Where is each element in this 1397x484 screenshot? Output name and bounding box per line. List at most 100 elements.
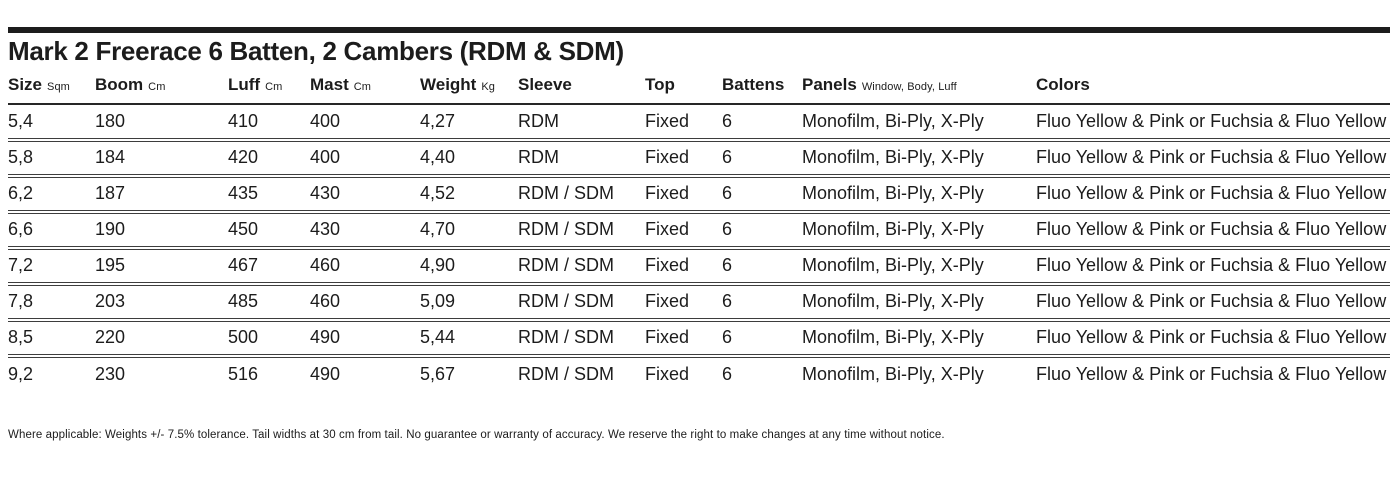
table-cell: 430 <box>310 175 420 214</box>
table-cell: RDM <box>518 103 645 142</box>
table-cell: 6 <box>722 283 802 322</box>
table-cell: 8,5 <box>8 319 95 358</box>
column-header-panels: Panels Window, Body, Luff <box>802 65 1036 105</box>
table-cell: 6,2 <box>8 175 95 214</box>
table-cell: Fluo Yellow & Pink or Fuchsia & Fluo Yel… <box>1036 319 1390 358</box>
column-label: Battens <box>722 74 785 94</box>
table-row: 5,8 184 420 400 4,40 RDM Fixed 6 Monofilm, Bi-Pl… <box>8 139 1390 178</box>
table-cell: 6,6 <box>8 211 95 250</box>
table-cell: Monofilm, Bi-Ply, X-Ply <box>802 139 1036 178</box>
table-cell: 435 <box>228 175 310 214</box>
column-label: Top <box>645 74 675 94</box>
table-cell: Monofilm, Bi-Ply, X-Ply <box>802 211 1036 250</box>
table-row: 6,6 190 450 430 4,70 RDM / SDM Fixed 6 Monofilm,… <box>8 211 1390 250</box>
column-header-mast: Mast Cm <box>310 65 420 105</box>
column-unit: Cm <box>148 80 166 93</box>
table-cell: 203 <box>95 283 228 322</box>
column-label: Weight <box>420 74 477 94</box>
table-cell: Monofilm, Bi-Ply, X-Ply <box>802 283 1036 322</box>
table-cell: 4,52 <box>420 175 518 214</box>
column-label: Sleeve <box>518 74 572 94</box>
table-cell: 4,27 <box>420 103 518 142</box>
table-cell: 7,8 <box>8 283 95 322</box>
page-title: Mark 2 Freerace 6 Batten, 2 Cambers (RDM… <box>8 36 624 66</box>
table-cell: 460 <box>310 283 420 322</box>
table-cell: 6 <box>722 211 802 250</box>
table-cell: 230 <box>95 364 126 385</box>
table-cell: Fixed <box>645 175 722 214</box>
table-cell: Fluo Yellow & Pink or Fuchsia & Fluo Yel… <box>1036 175 1390 214</box>
table-cell: 460 <box>310 247 420 286</box>
table-cell: 9,2 <box>8 364 34 385</box>
column-header-sleeve: Sleeve <box>518 65 645 105</box>
table-cell: Fixed <box>645 211 722 250</box>
table-cell: Fluo Yellow & Pink or Fuchsia & Fluo Yel… <box>1036 139 1390 178</box>
header-row: Size Sqm Boom Cm Luff Cm Mast Cm Weight Kg Sleeve T… <box>8 65 1390 105</box>
table-cell: 5,44 <box>420 319 518 358</box>
table-cell: RDM / SDM <box>518 211 645 250</box>
top-rule <box>8 27 1390 33</box>
table-cell: 5,4 <box>8 103 95 142</box>
table-cell: Fixed <box>645 364 690 385</box>
table-cell: 4,70 <box>420 211 518 250</box>
table-cell: 5,09 <box>420 283 518 322</box>
table-row: 8,5 220 500 490 5,44 RDM / SDM Fixed 6 Monofilm,… <box>8 319 1390 358</box>
table-cell: 420 <box>228 139 310 178</box>
table-cell: 467 <box>228 247 310 286</box>
table-cell: 516 <box>228 364 259 385</box>
table-cell: 490 <box>310 364 341 385</box>
table-cell: RDM / SDM <box>518 175 645 214</box>
table-cell: 180 <box>95 103 228 142</box>
table-cell: Fluo Yellow & Pink or Fuchsia & Fluo Yel… <box>1036 364 1387 385</box>
column-unit: Sqm <box>47 80 70 93</box>
table-cell: 6 <box>722 103 802 142</box>
table-cell: Fixed <box>645 103 722 142</box>
table-cell: 490 <box>310 319 420 358</box>
table-cell: Fluo Yellow & Pink or Fuchsia & Fluo Yel… <box>1036 247 1390 286</box>
table-cell: 6 <box>722 364 733 385</box>
table-cell: 485 <box>228 283 310 322</box>
table-row: 5,4 180 410 400 4,27 RDM Fixed 6 Monofilm, Bi-Pl… <box>8 103 1390 142</box>
table-cell: Fixed <box>645 283 722 322</box>
column-header-colors: Colors <box>1036 65 1390 105</box>
table-cell: RDM <box>518 139 645 178</box>
table-cell: 5,67 <box>420 364 456 385</box>
table-cell: 184 <box>95 139 228 178</box>
table-cell: 190 <box>95 211 228 250</box>
column-unit: Window, Body, Luff <box>861 80 957 93</box>
table-cell: Monofilm, Bi-Ply, X-Ply <box>802 364 984 385</box>
column-label: Panels <box>802 74 857 94</box>
table-cell: 6 <box>722 319 802 358</box>
table-cell: 400 <box>310 139 420 178</box>
footnote-text: Where applicable: Weights +/- 7.5% toler… <box>8 428 945 441</box>
table-cell: 6 <box>722 175 802 214</box>
table-cell: 6 <box>722 247 802 286</box>
column-label: Mast <box>310 74 349 94</box>
table-cell: 6 <box>722 139 802 178</box>
table-cell: 220 <box>95 319 228 358</box>
column-header-luff: Luff Cm <box>228 65 310 105</box>
table-cell: RDM / SDM <box>518 283 645 322</box>
table-row: 7,8 203 485 460 5,09 RDM / SDM Fixed 6 Monofilm,… <box>8 283 1390 322</box>
table-row: 9,2 230 516 490 5,67 RDM / SDM Fixed 6 Monofilm,… <box>8 356 1390 392</box>
column-header-weight: Weight Kg <box>420 65 518 105</box>
table-cell: Monofilm, Bi-Ply, X-Ply <box>802 103 1036 142</box>
spec-table: Size Sqm Boom Cm Luff Cm Mast Cm Weight Kg Sleeve T… <box>8 65 1390 392</box>
table-cell: Monofilm, Bi-Ply, X-Ply <box>802 247 1036 286</box>
table-cell: RDM / SDM <box>518 319 645 358</box>
table-cell: RDM / SDM <box>518 247 645 286</box>
table-cell: Fluo Yellow & Pink or Fuchsia & Fluo Yel… <box>1036 211 1390 250</box>
table-cell: 400 <box>310 103 420 142</box>
table-cell: 4,90 <box>420 247 518 286</box>
column-header-size: Size Sqm <box>8 65 95 105</box>
column-unit: Cm <box>265 80 283 93</box>
column-unit: Cm <box>353 80 372 93</box>
table-cell: Fixed <box>645 139 722 178</box>
table-cell: 5,8 <box>8 139 95 178</box>
table-cell: 410 <box>228 103 310 142</box>
column-label: Luff <box>228 74 261 94</box>
table-cell: RDM / SDM <box>518 364 614 385</box>
table-row: 7,2 195 467 460 4,90 RDM / SDM Fixed 6 Monofilm,… <box>8 247 1390 286</box>
column-unit: Kg <box>481 80 496 93</box>
